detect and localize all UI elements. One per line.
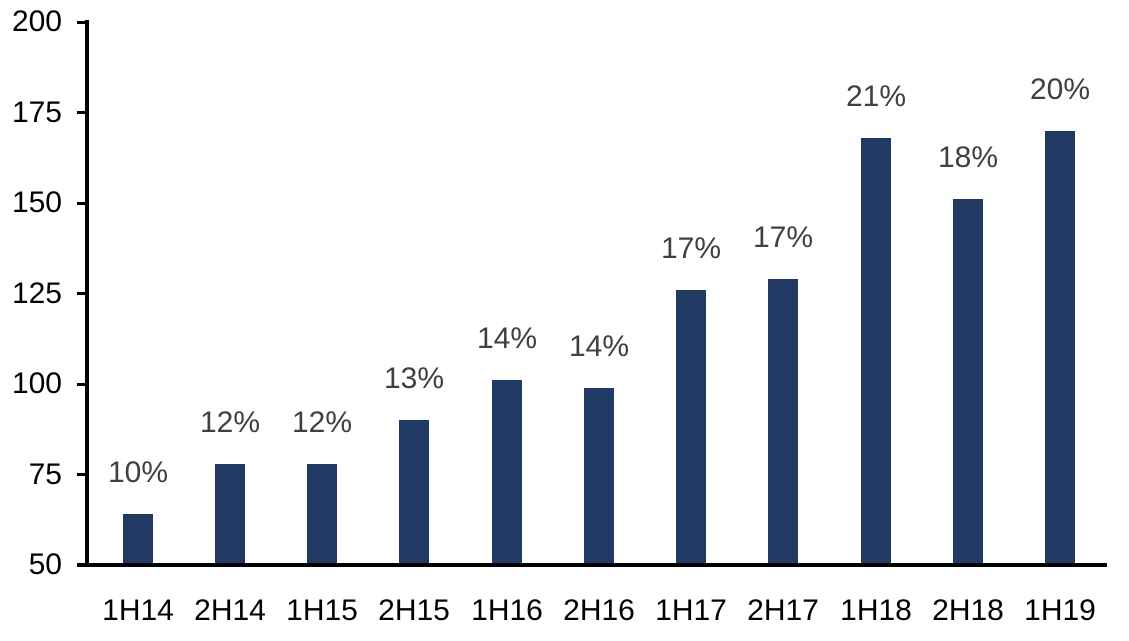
y-tick-mark (77, 111, 89, 114)
bar-2h16 (584, 388, 614, 563)
x-category-label-2h15: 2H15 (378, 594, 450, 627)
y-tick-mark (77, 383, 89, 386)
bar-1h17 (676, 290, 706, 563)
x-category-label-1h16: 1H16 (471, 594, 543, 627)
x-category-label-2h14: 2H14 (194, 594, 266, 627)
x-category-label-1h19: 1H19 (1024, 594, 1096, 627)
bar-value-label-2h16: 14% (568, 330, 630, 363)
bar-1h19 (1045, 131, 1075, 563)
bar-1h18 (861, 138, 891, 563)
y-tick-mark (77, 202, 89, 205)
bar-2h15 (399, 420, 429, 563)
x-category-label-1h17: 1H17 (655, 594, 727, 627)
bar-2h14 (215, 464, 245, 563)
x-category-label-1h15: 1H15 (286, 594, 358, 627)
x-category-label-1h14: 1H14 (102, 594, 174, 627)
y-tick-mark (77, 21, 89, 24)
bar-value-label-2h17: 17% (752, 221, 814, 254)
y-tick-label: 75 (28, 458, 62, 491)
y-tick-label: 175 (11, 96, 62, 129)
y-tick-label: 150 (11, 186, 62, 219)
bar-1h14 (123, 514, 153, 563)
bar-1h15 (307, 464, 337, 563)
y-tick-label: 100 (11, 367, 62, 400)
x-category-label-2h17: 2H17 (747, 594, 819, 627)
x-category-label-1h18: 1H18 (840, 594, 912, 627)
y-tick-mark (77, 292, 89, 295)
bar-value-label-2h14: 12% (199, 406, 261, 439)
bar-2h18 (953, 199, 983, 563)
bar-1h16 (492, 380, 522, 563)
bar-value-label-1h14: 10% (107, 456, 169, 489)
bar-value-label-1h18: 21% (845, 80, 907, 113)
y-tick-mark (77, 473, 89, 476)
x-axis-line (77, 563, 1107, 567)
y-tick-label: 125 (11, 277, 62, 310)
bar-2h17 (768, 279, 798, 563)
y-axis-line (85, 20, 89, 567)
bar-value-label-2h15: 13% (383, 362, 445, 395)
x-category-label-2h18: 2H18 (932, 594, 1004, 627)
y-tick-label: 50 (28, 548, 62, 581)
bar-value-label-1h15: 12% (291, 406, 353, 439)
bar-value-label-1h19: 20% (1029, 73, 1091, 106)
y-tick-label: 200 (11, 5, 62, 38)
bar-value-label-1h17: 17% (660, 232, 722, 265)
bar-value-label-2h18: 18% (937, 141, 999, 174)
bar-value-label-1h16: 14% (476, 322, 538, 355)
x-category-label-2h16: 2H16 (563, 594, 635, 627)
